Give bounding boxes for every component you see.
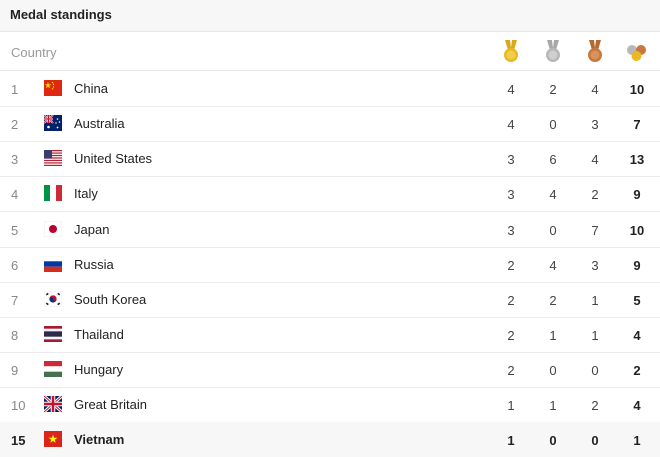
standings-row[interactable]: 5 Japan 3 0 7 10 — [0, 212, 660, 248]
total-count: 10 — [629, 82, 645, 97]
gold-count: 1 — [507, 433, 515, 448]
gold-count: 2 — [507, 363, 515, 378]
standings-row[interactable]: 1 China 4 2 4 10 — [0, 71, 660, 107]
bronze-count: 7 — [591, 223, 599, 238]
rank: 3 — [11, 152, 19, 167]
total-count: 4 — [633, 398, 641, 413]
rank: 2 — [11, 117, 19, 132]
china-flag-icon — [44, 80, 62, 96]
widget-title: Medal standings — [10, 7, 112, 22]
country-name: Australia — [74, 116, 125, 131]
total-count: 9 — [633, 258, 641, 273]
column-header-row: Country — [0, 32, 660, 71]
rank: 4 — [11, 187, 19, 202]
country-name: Japan — [74, 222, 110, 237]
total-count: 4 — [633, 328, 641, 343]
rank: 9 — [11, 363, 19, 378]
bronze-count: 1 — [591, 328, 599, 343]
gold-count: 3 — [507, 223, 515, 238]
total-count: 9 — [633, 187, 641, 202]
rank: 6 — [11, 258, 19, 273]
bronze-count: 2 — [591, 398, 599, 413]
country-name: United States — [74, 151, 153, 166]
total-count: 1 — [633, 433, 641, 448]
standings-row[interactable]: 7 South Korea 2 2 1 5 — [0, 282, 660, 318]
thailand-flag-icon — [44, 326, 62, 342]
rank: 10 — [11, 398, 26, 413]
bronze-count: 0 — [591, 363, 599, 378]
gold-count: 2 — [507, 293, 515, 308]
country-name: China — [74, 81, 108, 96]
standings-row[interactable]: 8 Thailand 2 1 1 4 — [0, 317, 660, 353]
total-count: 13 — [629, 152, 645, 167]
gold-count: 4 — [507, 82, 515, 97]
gold-count: 1 — [507, 398, 515, 413]
silver-count: 0 — [549, 223, 557, 238]
bronze-count: 0 — [591, 433, 599, 448]
gold-count: 4 — [507, 117, 515, 132]
italy-flag-icon — [44, 185, 62, 201]
country-name: Great Britain — [74, 397, 147, 412]
country-name: South Korea — [74, 292, 147, 307]
standings-row[interactable]: 3 United States 3 6 4 13 — [0, 141, 660, 177]
total-count: 2 — [633, 363, 641, 378]
gold-count: 3 — [507, 152, 515, 167]
rank: 7 — [11, 293, 19, 308]
gold-count: 2 — [507, 328, 515, 343]
bronze-count: 4 — [591, 152, 599, 167]
silver-count: 0 — [549, 363, 557, 378]
total-count: 10 — [629, 223, 645, 238]
country-name: Hungary — [74, 362, 124, 377]
silver-count: 0 — [549, 433, 557, 448]
silver-count: 1 — [549, 328, 557, 343]
country-name: Italy — [74, 186, 98, 201]
gold-count: 2 — [507, 258, 515, 273]
standings-row[interactable]: 10 Great Britain 1 1 2 4 — [0, 387, 660, 423]
silver-medal-icon — [546, 40, 560, 62]
hungary-flag-icon — [44, 361, 62, 377]
total-count: 5 — [633, 293, 641, 308]
silver-count: 1 — [549, 398, 557, 413]
country-name: Vietnam — [74, 432, 125, 447]
standings-row[interactable]: 6 Russia 2 4 3 9 — [0, 247, 660, 283]
country-name: Russia — [74, 257, 114, 272]
total-medals-icon — [627, 45, 646, 61]
standings-row[interactable]: 15 Vietnam 1 0 0 1 — [0, 422, 660, 457]
rank: 8 — [11, 328, 19, 343]
gold-count: 3 — [507, 187, 515, 202]
silver-count: 0 — [549, 117, 557, 132]
japan-flag-icon — [44, 221, 62, 237]
bronze-medal-icon — [588, 40, 602, 62]
silver-count: 4 — [549, 187, 557, 202]
vietnam-flag-icon — [44, 431, 62, 447]
rank: 5 — [11, 223, 19, 238]
south-korea-flag-icon — [44, 291, 62, 307]
russia-flag-icon — [44, 256, 62, 272]
country-column-header: Country — [11, 45, 57, 60]
bronze-count: 4 — [591, 82, 599, 97]
bronze-count: 2 — [591, 187, 599, 202]
standings-row[interactable]: 9 Hungary 2 0 0 2 — [0, 352, 660, 388]
total-count: 7 — [633, 117, 641, 132]
rank: 15 — [11, 433, 26, 448]
silver-count: 2 — [549, 293, 557, 308]
bronze-count: 3 — [591, 258, 599, 273]
standings-row[interactable]: 2 Australia 4 0 3 7 — [0, 106, 660, 142]
bronze-count: 1 — [591, 293, 599, 308]
standings-row[interactable]: 4 Italy 3 4 2 9 — [0, 176, 660, 212]
gold-medal-icon — [504, 40, 518, 62]
great-britain-flag-icon — [44, 396, 62, 412]
country-name: Thailand — [74, 327, 124, 342]
rank: 1 — [11, 82, 19, 97]
silver-count: 6 — [549, 152, 557, 167]
australia-flag-icon — [44, 115, 62, 131]
silver-count: 2 — [549, 82, 557, 97]
widget-header: Medal standings — [0, 0, 660, 32]
silver-count: 4 — [549, 258, 557, 273]
bronze-count: 3 — [591, 117, 599, 132]
usa-flag-icon — [44, 150, 62, 166]
